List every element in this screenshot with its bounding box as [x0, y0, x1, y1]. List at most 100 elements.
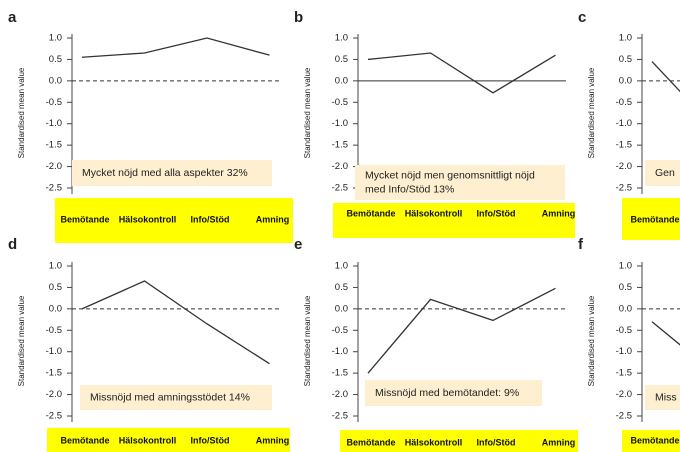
y-tick-label: 0.0 — [619, 303, 632, 314]
x-label-band — [333, 203, 575, 238]
y-tick-label: -2.5 — [332, 183, 348, 194]
x-tick-label: Hälsokontroll — [405, 208, 463, 218]
x-tick-label: Bemötande — [346, 437, 395, 447]
y-tick-label: -1.0 — [46, 346, 62, 357]
y-tick-label: -1.0 — [332, 118, 348, 129]
y-tick-label: 0.5 — [335, 54, 348, 65]
annotation-box — [645, 160, 680, 186]
y-tick-label: -2.5 — [616, 411, 632, 422]
y-tick-label: 0.5 — [619, 282, 632, 293]
y-tick-label: 1.0 — [49, 261, 62, 272]
panel-letter: d — [8, 236, 17, 253]
x-label-band — [622, 430, 680, 452]
y-tick-label: 1.0 — [335, 33, 348, 44]
annotation-box — [365, 380, 542, 406]
y-tick-label: -2.0 — [46, 161, 62, 172]
annotation: Mycket nöjd men genomsnittligt nöjd — [365, 169, 535, 181]
y-tick-label: -1.0 — [332, 346, 348, 357]
y-tick-label: 0.0 — [49, 303, 62, 314]
x-tick-label: Amning — [542, 437, 576, 447]
y-tick-label: 0.5 — [49, 282, 62, 293]
y-tick-label: -2.0 — [46, 389, 62, 400]
annotation: Gen — [655, 167, 675, 179]
y-tick-label: -0.5 — [616, 325, 632, 336]
x-tick-label: Info/Stöd — [191, 435, 230, 445]
x-tick-label: Bemötande — [630, 214, 679, 224]
y-tick-label: -1.5 — [616, 368, 632, 379]
y-tick-label: -2.0 — [616, 389, 632, 400]
y-tick-label: -2.5 — [332, 411, 348, 422]
y-tick-label: -1.0 — [46, 118, 62, 129]
y-tick-label: 0.0 — [49, 75, 62, 86]
y-axis-label: Standardised mean value — [587, 67, 596, 158]
y-tick-label: -1.5 — [616, 140, 632, 151]
x-tick-label: Amning — [542, 208, 576, 218]
y-tick-label: -0.5 — [616, 97, 632, 108]
y-tick-label: 1.0 — [619, 33, 632, 44]
annotation-box — [80, 385, 272, 410]
x-label-band — [47, 428, 290, 452]
data-line — [367, 52, 556, 94]
y-tick-label: -0.5 — [46, 325, 62, 336]
y-tick-label: -2.0 — [332, 161, 348, 172]
panel-letter: e — [294, 236, 302, 253]
x-tick-label: Hälsokontroll — [119, 214, 177, 224]
y-axis-label: Standardised mean value — [303, 295, 312, 386]
data-line — [81, 37, 270, 58]
annotation-box — [355, 165, 565, 200]
y-tick-label: -1.5 — [46, 368, 62, 379]
y-tick-label: -1.5 — [46, 140, 62, 151]
y-tick-label: -0.5 — [332, 325, 348, 336]
x-tick-label: Bemötande — [630, 435, 679, 445]
x-tick-label: Bemötande — [60, 214, 109, 224]
data-line — [81, 280, 270, 365]
x-tick-label: Info/Stöd — [477, 437, 516, 447]
y-tick-label: 1.0 — [49, 33, 62, 44]
data-line — [367, 287, 556, 374]
y-tick-label: -2.5 — [46, 183, 62, 194]
y-tick-label: 0.0 — [335, 75, 348, 86]
y-tick-label: -2.5 — [46, 411, 62, 422]
y-tick-label: 0.5 — [49, 54, 62, 65]
x-tick-label: Info/Stöd — [191, 214, 230, 224]
x-tick-label: Hälsokontroll — [405, 437, 463, 447]
y-tick-label: -1.0 — [616, 118, 632, 129]
data-line — [651, 61, 680, 93]
y-tick-label: -0.5 — [46, 97, 62, 108]
y-tick-label: 0.0 — [335, 303, 348, 314]
y-tick-label: -1.5 — [332, 368, 348, 379]
x-tick-label: Amning — [256, 435, 290, 445]
y-tick-label: -0.5 — [332, 97, 348, 108]
x-label-band — [622, 198, 680, 240]
annotation-box — [72, 160, 272, 186]
x-tick-label: Bemötande — [60, 435, 109, 445]
y-tick-label: -1.5 — [332, 140, 348, 151]
y-tick-label: 0.0 — [619, 75, 632, 86]
x-tick-label: Hälsokontroll — [119, 435, 177, 445]
x-label-band — [340, 430, 578, 452]
annotation: Miss — [655, 391, 677, 403]
panel-letter: f — [578, 236, 584, 253]
y-tick-label: -2.5 — [616, 183, 632, 194]
x-tick-label: Bemötande — [346, 208, 395, 218]
y-tick-label: -1.0 — [616, 346, 632, 357]
y-tick-label: 0.5 — [335, 282, 348, 293]
annotation: Missnöjd med amningsstödet 14% — [90, 391, 250, 403]
y-axis-label: Standardised mean value — [303, 67, 312, 158]
x-tick-label: Amning — [256, 214, 290, 224]
panel-letter: b — [294, 9, 303, 26]
y-tick-label: 0.5 — [619, 54, 632, 65]
panel-letter: a — [8, 9, 17, 26]
panel-letter: c — [578, 9, 586, 26]
y-tick-label: 1.0 — [619, 261, 632, 272]
y-tick-label: 1.0 — [335, 261, 348, 272]
y-axis-label: Standardised mean value — [587, 295, 596, 386]
x-tick-label: Info/Stöd — [477, 208, 516, 218]
x-label-band — [55, 198, 293, 243]
data-line — [651, 321, 680, 346]
annotation-box — [645, 385, 680, 410]
y-tick-label: -2.0 — [332, 389, 348, 400]
annotation: Missnöjd med bemötandet: 9% — [375, 387, 519, 399]
annotation: med Info/Stöd 13% — [365, 183, 454, 195]
